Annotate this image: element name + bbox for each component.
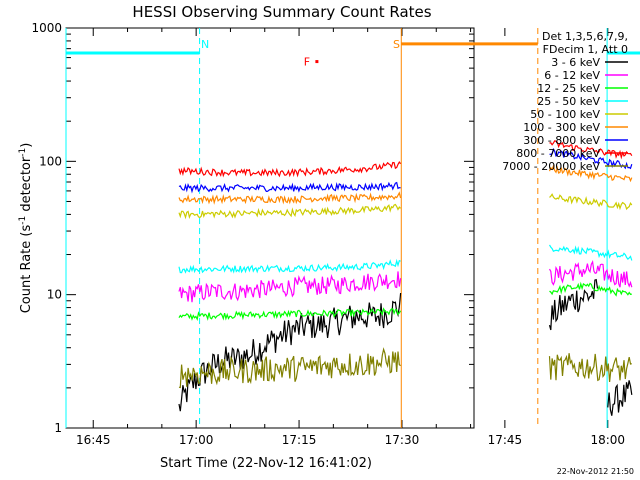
y-axis-label-exp1: -1 bbox=[18, 216, 28, 225]
y-tick-label: 10 bbox=[47, 288, 62, 302]
x-tick-label: 17:45 bbox=[488, 433, 523, 447]
series-line-0-1 bbox=[548, 278, 599, 331]
legend-header-line-2: FDecim 1, Att 0 bbox=[543, 43, 628, 56]
series-line-6-1 bbox=[549, 147, 633, 170]
series-line-6-0 bbox=[178, 181, 401, 194]
legend: Det 1,3,5,6,7,9, FDecim 1, Att 0 3 - 6 k… bbox=[502, 30, 628, 173]
legend-entry-label: 12 - 25 keV bbox=[537, 82, 600, 95]
axis-ticks: 16:4517:0017:1517:3017:4518:0018:1511010… bbox=[31, 21, 625, 447]
legend-entry-label: 800 - 7000 keV bbox=[516, 147, 600, 160]
y-axis-label-mid: detector bbox=[19, 156, 34, 216]
flare-dot bbox=[315, 60, 319, 64]
x-tick-label: 17:30 bbox=[385, 433, 420, 447]
series-line-2-1 bbox=[549, 281, 632, 297]
y-axis-label-exp2: -1 bbox=[18, 148, 28, 157]
series-line-5-1 bbox=[548, 164, 633, 183]
y-tick-label: 100 bbox=[39, 154, 62, 168]
series-line-0-2 bbox=[607, 380, 633, 416]
x-tick-label: 18:00 bbox=[590, 433, 625, 447]
x-tick-label: 17:00 bbox=[179, 433, 214, 447]
y-axis-label-end: ) bbox=[19, 143, 34, 148]
series-layer bbox=[178, 140, 633, 416]
night-label: N bbox=[201, 38, 209, 51]
legend-entry-label: 25 - 50 keV bbox=[537, 95, 600, 108]
series-line-3-0 bbox=[178, 258, 401, 274]
legend-entry-label: 300 - 800 keV bbox=[523, 134, 600, 147]
orbit-markers: N S F bbox=[65, 28, 640, 428]
series-line-4-1 bbox=[549, 193, 633, 211]
series-line-7-0 bbox=[178, 161, 402, 178]
legend-entry-label: 7000 - 20000 keV bbox=[502, 160, 600, 173]
series-line-3-1 bbox=[548, 244, 633, 261]
series-line-2-0 bbox=[178, 307, 402, 322]
series-line-1-0 bbox=[178, 271, 402, 303]
series-line-8-1 bbox=[548, 353, 632, 382]
y-axis-label: Count Rate (s-1 detector-1) bbox=[18, 143, 34, 314]
series-line-7-1 bbox=[549, 140, 633, 160]
generated-timestamp: 22-Nov-2012 21:50 bbox=[557, 467, 634, 476]
saa-label: S bbox=[393, 38, 400, 51]
legend-header-line-1: Det 1,3,5,6,7,9, bbox=[542, 30, 628, 43]
chart-title: HESSI Observing Summary Count Rates bbox=[132, 3, 431, 21]
series-line-8-0 bbox=[178, 347, 401, 389]
x-tick-label: 16:45 bbox=[76, 433, 111, 447]
y-tick-label: 1000 bbox=[31, 21, 62, 35]
series-line-5-0 bbox=[178, 191, 402, 205]
series-line-0-0 bbox=[178, 292, 402, 412]
x-axis-label: Start Time (22-Nov-12 16:41:02) bbox=[160, 456, 372, 471]
y-axis-label-part: Count Rate (s bbox=[19, 225, 34, 314]
y-tick-label: 1 bbox=[54, 421, 62, 435]
series-line-1-1 bbox=[548, 260, 633, 288]
legend-entry-label: 100 - 300 keV bbox=[523, 121, 600, 134]
legend-entry-label: 6 - 12 keV bbox=[544, 69, 600, 82]
x-tick-label: 17:15 bbox=[282, 433, 317, 447]
legend-entry-label: 50 - 100 keV bbox=[530, 108, 600, 121]
flare-label: F bbox=[304, 56, 310, 69]
series-line-4-0 bbox=[178, 203, 402, 220]
legend-entry-label: 3 - 6 keV bbox=[551, 56, 600, 69]
